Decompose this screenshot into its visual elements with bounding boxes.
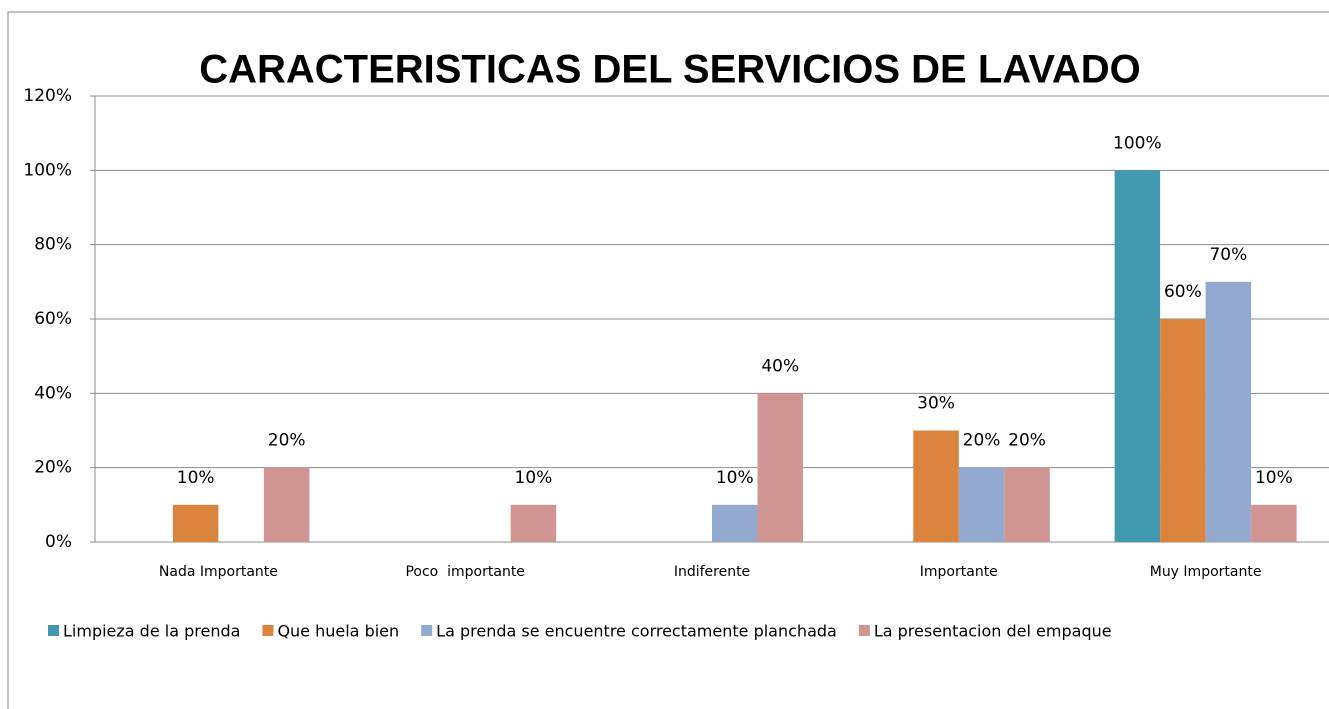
y-tick-label: 100%	[23, 160, 72, 180]
bar	[1251, 504, 1297, 542]
data-label: 100%	[1113, 133, 1162, 153]
bar	[712, 504, 758, 542]
data-label: 10%	[716, 468, 754, 488]
data-label: 70%	[1209, 245, 1247, 265]
data-label: 10%	[1255, 468, 1293, 488]
legend-swatch	[262, 625, 274, 636]
legend-label: Que huela bien	[277, 622, 399, 641]
bar	[1205, 281, 1252, 542]
bar	[263, 467, 310, 542]
x-tick-label: Importante	[920, 564, 998, 580]
bar	[510, 504, 557, 542]
data-label: 60%	[1164, 282, 1202, 302]
x-tick-label: Poco importante	[405, 564, 524, 580]
x-tick-label: Muy Importante	[1150, 564, 1262, 580]
data-label: 20%	[268, 431, 306, 451]
data-label: 20%	[1008, 431, 1046, 451]
legend-swatch	[858, 625, 870, 636]
data-label: 20%	[963, 431, 1001, 451]
legend-label: La prenda se encuentre correctamente pla…	[436, 622, 837, 641]
bar	[1160, 319, 1206, 542]
y-tick-label: 60%	[34, 309, 72, 329]
bar	[958, 467, 1005, 542]
chart-title: CARACTERISTICAS DEL SERVICIOS DE LAVADO	[199, 48, 1141, 92]
y-tick-label: 80%	[34, 235, 72, 255]
data-label: 30%	[917, 394, 955, 414]
legend-label: La presentacion del empaque	[874, 622, 1112, 641]
bar	[757, 393, 803, 542]
y-tick-label: 20%	[34, 458, 72, 478]
x-tick-label: Nada Importante	[159, 564, 278, 580]
legend-label: Limpieza de la prenda	[63, 622, 240, 641]
bar	[1004, 467, 1050, 542]
y-tick-label: 40%	[34, 383, 72, 403]
chart-frame	[7, 11, 1329, 709]
legend-swatch	[421, 625, 433, 636]
data-label: 10%	[515, 468, 553, 488]
bar	[172, 504, 219, 542]
legend-swatch	[48, 625, 59, 636]
y-tick-label: 0%	[45, 532, 72, 552]
data-label: 10%	[177, 468, 215, 488]
bar	[1114, 170, 1161, 543]
data-label: 40%	[761, 356, 799, 376]
bar	[913, 430, 959, 542]
y-tick-label: 120%	[23, 86, 72, 106]
x-tick-label: Indiferente	[674, 564, 750, 580]
